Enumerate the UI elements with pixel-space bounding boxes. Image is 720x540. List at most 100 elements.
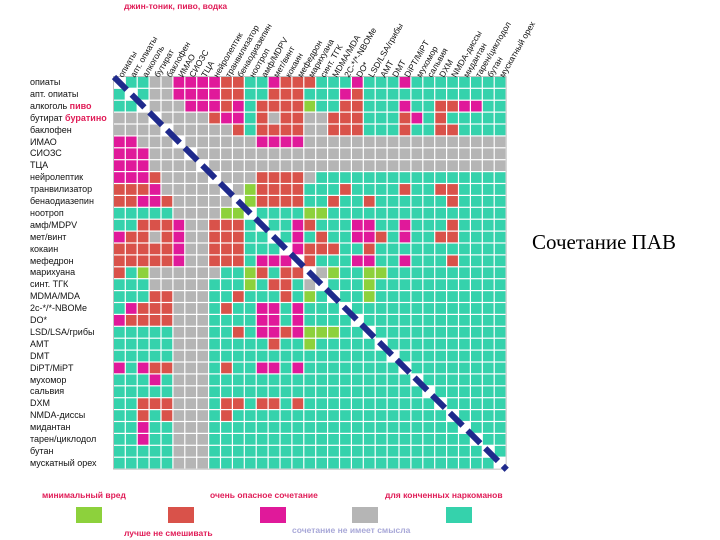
heatmap-cell bbox=[411, 88, 423, 100]
heatmap-cell bbox=[173, 88, 185, 100]
heatmap-cell bbox=[209, 267, 220, 279]
heatmap-cell bbox=[292, 231, 304, 243]
heatmap-cell bbox=[352, 445, 363, 457]
heatmap-cell bbox=[256, 303, 268, 314]
heatmap-cell bbox=[268, 172, 280, 183]
heatmap-cell bbox=[209, 77, 220, 88]
heatmap-cell bbox=[185, 255, 197, 267]
heatmap-cell bbox=[280, 148, 292, 160]
heatmap-cell bbox=[173, 374, 185, 386]
heatmap-cell bbox=[459, 88, 470, 100]
heatmap-cell bbox=[352, 207, 363, 219]
heatmap-cell bbox=[268, 88, 280, 100]
heatmap-cell bbox=[363, 77, 375, 88]
heatmap-cell bbox=[411, 172, 423, 183]
heatmap-cell bbox=[375, 88, 387, 100]
row-label: DO* bbox=[30, 315, 48, 325]
heatmap-cell bbox=[256, 457, 268, 469]
heatmap-cell bbox=[292, 100, 304, 112]
heatmap-cell bbox=[328, 184, 339, 195]
heatmap-cell bbox=[233, 172, 244, 183]
heatmap-cell bbox=[280, 386, 292, 398]
heatmap-cell bbox=[233, 219, 244, 231]
heatmap-cell bbox=[209, 374, 220, 386]
heatmap-cell bbox=[244, 77, 256, 88]
heatmap-cell bbox=[221, 100, 232, 112]
heatmap-cell bbox=[352, 136, 363, 148]
heatmap-cell bbox=[304, 148, 316, 160]
heatmap-cell bbox=[375, 445, 387, 457]
heatmap-cell bbox=[209, 398, 220, 409]
heatmap-cell bbox=[340, 374, 351, 386]
heatmap-cell bbox=[471, 398, 482, 409]
heatmap-cell bbox=[256, 422, 268, 433]
heatmap-cell bbox=[423, 386, 435, 398]
row-label: AMT bbox=[30, 338, 49, 349]
heatmap-cell bbox=[114, 112, 125, 124]
heatmap-cell bbox=[173, 172, 185, 183]
heatmap-cell bbox=[149, 196, 161, 207]
row-label: мефедрон bbox=[30, 255, 74, 266]
heatmap-cell bbox=[137, 410, 149, 421]
heatmap-cell bbox=[304, 422, 316, 433]
heatmap-cell bbox=[340, 88, 351, 100]
heatmap-cell bbox=[482, 207, 494, 219]
heatmap-cell bbox=[459, 255, 470, 267]
heatmap-cell bbox=[411, 338, 423, 350]
heatmap-cell bbox=[363, 184, 375, 195]
heatmap-cell bbox=[244, 184, 256, 195]
heatmap-cell bbox=[459, 422, 470, 433]
heatmap-cell bbox=[352, 398, 363, 409]
heatmap-cell bbox=[375, 422, 387, 433]
heatmap-cell bbox=[471, 445, 482, 457]
heatmap-cell bbox=[328, 88, 339, 100]
heatmap-cell bbox=[482, 267, 494, 279]
heatmap-cell bbox=[399, 160, 411, 171]
heatmap-cell bbox=[482, 374, 494, 386]
heatmap-cell bbox=[268, 100, 280, 112]
heatmap-cell bbox=[137, 88, 149, 100]
heatmap-cell bbox=[304, 219, 316, 231]
heatmap-cell bbox=[447, 255, 458, 267]
heatmap-cell bbox=[280, 422, 292, 433]
heatmap-cell bbox=[352, 196, 363, 207]
heatmap-cell bbox=[233, 398, 244, 409]
heatmap-cell bbox=[268, 160, 280, 171]
heatmap-cell bbox=[363, 303, 375, 314]
heatmap-cell bbox=[340, 184, 351, 195]
heatmap-cell bbox=[471, 350, 482, 362]
heatmap-cell bbox=[173, 457, 185, 469]
heatmap-cell bbox=[292, 291, 304, 302]
heatmap-cell bbox=[471, 219, 482, 231]
heatmap-cell bbox=[292, 386, 304, 398]
heatmap-cell bbox=[423, 326, 435, 338]
heatmap-cell bbox=[221, 172, 232, 183]
heatmap-cell bbox=[280, 231, 292, 243]
heatmap-cell bbox=[363, 422, 375, 433]
row-label: 2с-*/*-NBOMe bbox=[30, 303, 88, 314]
heatmap-cell bbox=[482, 243, 494, 255]
heatmap-cell bbox=[185, 100, 197, 112]
heatmap-cell bbox=[256, 172, 268, 183]
heatmap-cell bbox=[185, 445, 197, 457]
heatmap-cell bbox=[423, 77, 435, 88]
heatmap-cell bbox=[447, 196, 458, 207]
heatmap-cell bbox=[328, 136, 339, 148]
heatmap-cell bbox=[328, 303, 339, 314]
heatmap-cell bbox=[494, 77, 506, 88]
heatmap-cell bbox=[494, 124, 506, 136]
heatmap-cell bbox=[411, 350, 423, 362]
heatmap-cell bbox=[399, 422, 411, 433]
heatmap-cell bbox=[244, 315, 256, 326]
heatmap-cell bbox=[268, 112, 280, 124]
heatmap-cell bbox=[244, 445, 256, 457]
heatmap-cell bbox=[221, 279, 232, 290]
heatmap-cell bbox=[435, 279, 446, 290]
heatmap-cell bbox=[137, 315, 149, 326]
heatmap-cell bbox=[280, 291, 292, 302]
heatmap-cell bbox=[447, 362, 458, 374]
heatmap-cell bbox=[268, 219, 280, 231]
heatmap-cell bbox=[363, 172, 375, 183]
heatmap-cell bbox=[292, 303, 304, 314]
heatmap-cell bbox=[411, 410, 423, 421]
